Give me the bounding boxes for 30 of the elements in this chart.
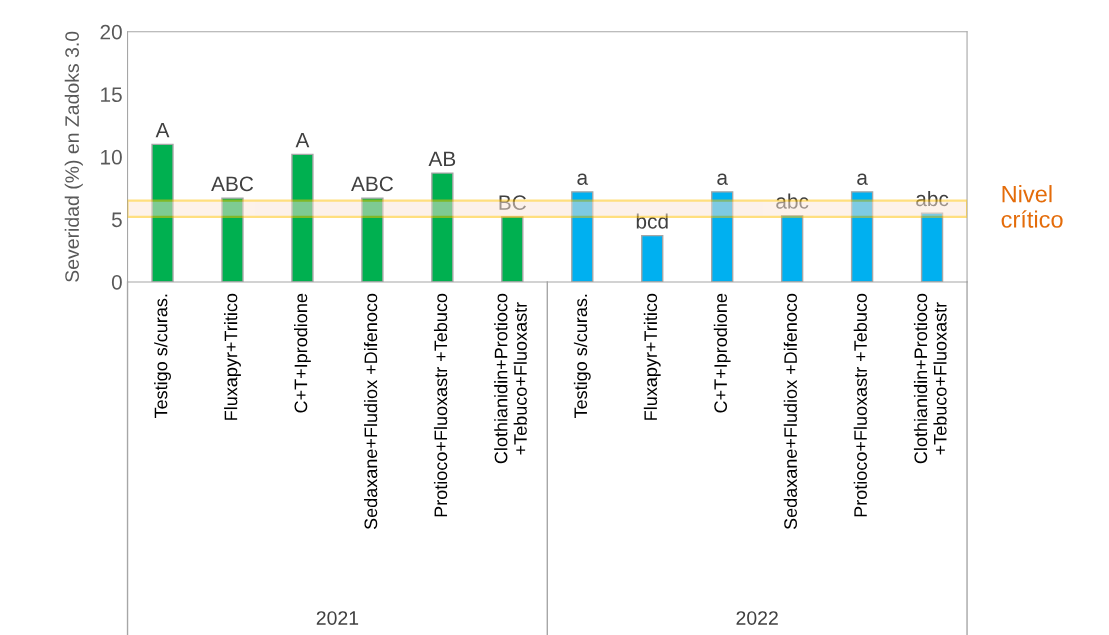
data-label: bcd [636,213,668,229]
data-label: ABC [351,176,394,192]
y-tick-label: 10 [101,149,122,165]
text: 2021 [316,611,359,625]
x-tick-label: Sedaxane+Fludiox +Difenoco [783,293,797,530]
y-tick-label: 15 [101,87,122,103]
y-tick-label: 5 [111,212,122,228]
data-label: a [717,173,728,185]
x-tick-label: Clothianidin+Protioco +Tebuco+Fluoxastr [913,293,947,464]
data-label: A [295,132,310,148]
x-tick-label: Testigo s/curas. [154,294,171,419]
data-label: a [577,173,589,185]
x-tick-label: Testigo s/curas. [573,294,591,419]
x-tick-label: Protioco+Fluoxastr +Tebuco [853,293,867,517]
data-label: A [155,122,170,138]
data-label: ABC [211,176,254,192]
y-axis-title: Severidad (%) en Zadoks 3.0 [64,31,83,282]
x-tick-label: Fluxapyr+Tritico [643,293,661,420]
text: 2022 [736,611,778,625]
x-tick-label: C+T+Iprodione [713,293,731,413]
x-tick-label: Clothianidin+Protioco +Tebuco+Fluoxastr [494,293,527,464]
x-tick-label: Sedaxane+Fludiox +Difenoco [363,293,378,530]
data-label: a [857,173,868,185]
data-label: AB [428,151,456,167]
band-label: Nivel crítico [1001,185,1063,228]
x-tick-label: Protioco+Fluoxastr +Tebuco [433,293,448,517]
x-tick-label: C+T+Iprodione [294,293,311,413]
x-tick-label: Fluxapyr+Tritico [224,293,241,420]
y-tick-label: 20 [100,24,122,40]
y-tick-label: 0 [111,274,122,290]
